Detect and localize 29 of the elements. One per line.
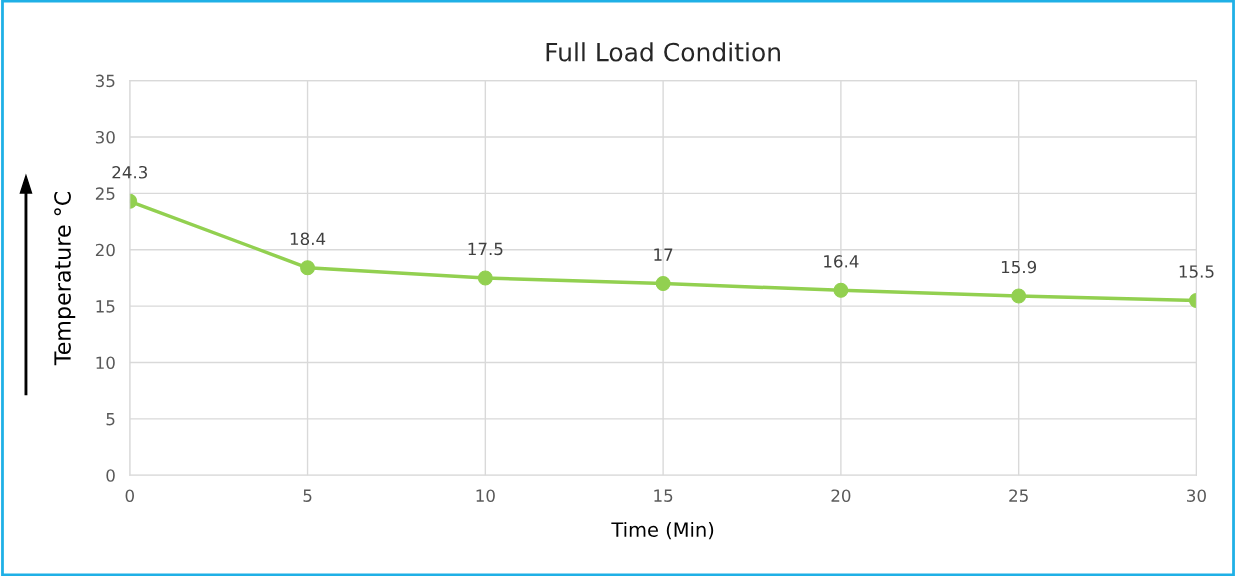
data-label: 17 (654, 248, 673, 261)
data-label: 18.4 (290, 232, 326, 246)
point (655, 276, 671, 292)
x-tick-label: 5 (303, 489, 312, 502)
y-tick-label: 25 (95, 187, 115, 200)
y-tick-label: 5 (106, 413, 115, 426)
y-tick-label: 35 (95, 74, 115, 88)
y-tick-label: 0 (106, 469, 115, 482)
x-tick-label: 0 (125, 489, 134, 502)
data-label: 24.3 (112, 165, 147, 179)
data-label: 17.5 (468, 242, 503, 256)
data-label: 15.9 (1001, 260, 1037, 274)
x-tick-label: 30 (1187, 489, 1206, 502)
y-tick-label: 15 (96, 300, 115, 313)
y-axis-title: Temperature °C (54, 191, 76, 366)
chart-title: Full Load Condition (546, 42, 780, 62)
point (300, 260, 316, 276)
data-label: 16.4 (824, 255, 859, 268)
point (833, 282, 849, 298)
x-tick-label: 25 (1009, 489, 1028, 502)
y-tick-label: 30 (95, 130, 115, 144)
y-tick-label: 10 (96, 356, 115, 370)
x-tick-label: 15 (654, 489, 673, 502)
x-tick-label: 20 (831, 489, 851, 502)
x-tick-label: 10 (476, 489, 495, 502)
point (477, 270, 493, 286)
x-axis-title: Time (Min) (611, 521, 714, 540)
y-tick-label: 20 (95, 243, 115, 257)
data-label: 15.5 (1179, 265, 1214, 278)
